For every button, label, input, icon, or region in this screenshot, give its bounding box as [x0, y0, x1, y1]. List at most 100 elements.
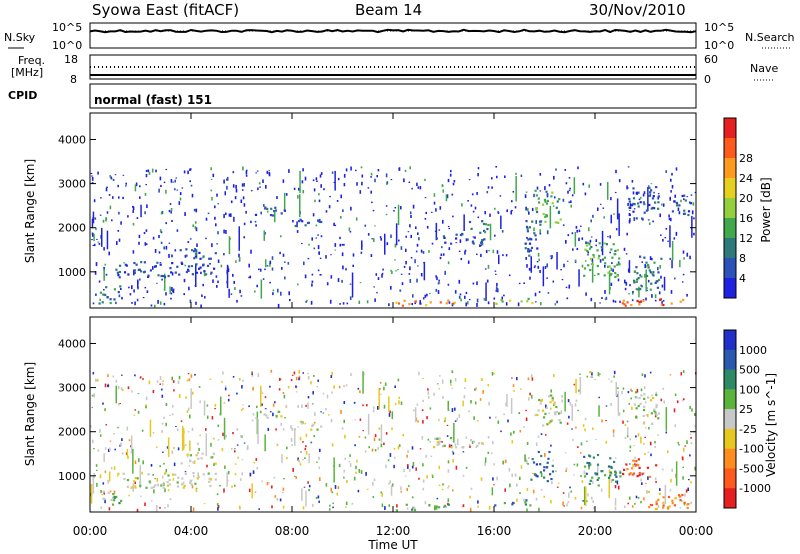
echo-cell: [534, 292, 537, 297]
echo-cell: [467, 262, 470, 264]
echo-cell: [408, 485, 410, 487]
echo-streak: [597, 465, 599, 477]
echo-streak: [205, 433, 207, 457]
sky-top-tick-left: 10^5: [52, 21, 82, 34]
echo-cell: [477, 500, 479, 504]
echo-cell: [385, 173, 388, 178]
echo-cell: [624, 279, 626, 284]
echo-region-cell: [588, 482, 591, 485]
echo-region-cell: [655, 406, 658, 409]
echo-cell: [196, 243, 198, 247]
echo-region-cell: [147, 275, 150, 278]
echo-cell: [225, 230, 227, 234]
echo-cell: [494, 234, 496, 237]
echo-cell: [610, 473, 613, 475]
echo-cell: [293, 475, 296, 477]
echo-region-cell: [280, 212, 283, 215]
echo-cell: [159, 383, 161, 385]
echo-cell: [245, 174, 248, 177]
echo-cell: [629, 284, 631, 287]
echo-region-cell: [535, 208, 538, 211]
echo-cell: [298, 187, 300, 191]
echo-streak: [294, 430, 296, 446]
echo-region-cell: [166, 484, 169, 487]
echo-cell: [422, 297, 425, 300]
echo-cell: [223, 214, 225, 219]
echo-streak: [447, 400, 449, 411]
echo-region-cell: [453, 301, 456, 304]
echo-region-cell: [539, 471, 542, 474]
echo-cell: [674, 393, 677, 396]
echo-region-cell: [266, 416, 269, 419]
echo-region-cell: [189, 460, 192, 463]
colorbar-tick-label: 24: [739, 172, 753, 185]
echo-cell: [160, 184, 162, 187]
echo-cell: [584, 428, 586, 432]
echo-region-cell: [642, 408, 646, 412]
echo-region-cell: [683, 501, 686, 504]
echo-cell: [462, 474, 465, 477]
echo-region-cell: [156, 261, 159, 264]
echo-cell: [493, 484, 495, 486]
echo-region-cell: [280, 415, 283, 418]
echo-region-cell: [537, 450, 540, 454]
echo-region-cell: [455, 233, 458, 236]
echo-cell: [341, 279, 343, 283]
echo-cell: [568, 284, 571, 288]
colorbar-segment: [724, 330, 736, 351]
echo-cell: [378, 438, 381, 441]
echo-cell: [144, 192, 147, 196]
echo-cell: [491, 452, 493, 455]
echo-cell: [284, 417, 286, 419]
echo-cell: [379, 381, 382, 384]
echo-streak: [384, 233, 386, 255]
echo-region-cell: [637, 191, 640, 194]
echo-region-cell: [635, 217, 638, 220]
echo-cell: [343, 183, 346, 187]
echo-cell: [371, 201, 373, 204]
echo-cell: [629, 210, 631, 211]
echo-region-cell: [643, 203, 646, 206]
echo-region-cell: [459, 233, 462, 237]
echo-cell: [645, 414, 648, 416]
echo-region-cell: [596, 249, 599, 252]
echo-cell: [546, 263, 548, 268]
echo-cell: [566, 297, 569, 300]
echo-cell: [118, 238, 121, 242]
echo-cell: [569, 402, 572, 406]
echo-region-cell: [209, 484, 212, 488]
echo-cell: [210, 442, 212, 447]
colorbar-tick-label: 500: [739, 364, 760, 377]
echo-region-cell: [207, 472, 210, 475]
cpid-strip: CPID normal (fast) 151: [8, 83, 697, 109]
echo-region-cell: [679, 300, 682, 303]
echo-cell: [184, 212, 186, 216]
echo-cell: [644, 374, 646, 378]
echo-cell: [319, 174, 322, 178]
x-tick-label: 04:00: [174, 524, 209, 538]
echo-cell: [328, 205, 331, 209]
power-data-cells: [90, 166, 697, 308]
echo-cell: [520, 174, 523, 177]
echo-region-cell: [169, 267, 172, 270]
echo-cell: [441, 184, 444, 187]
echo-region-cell: [583, 465, 587, 468]
echo-region-cell: [622, 299, 625, 302]
echo-region-cell: [531, 458, 534, 461]
echo-cell: [554, 196, 556, 199]
echo-cell: [654, 446, 656, 448]
echo-cell: [465, 466, 468, 469]
echo-cell: [345, 506, 347, 508]
echo-cell: [105, 187, 108, 192]
echo-cell: [403, 265, 406, 268]
echo-region-cell: [134, 486, 137, 489]
echo-cell: [431, 242, 434, 245]
echo-region-cell: [551, 399, 554, 402]
echo-cell: [327, 414, 330, 416]
echo-region-cell: [625, 463, 628, 466]
echo-streak: [617, 391, 620, 416]
echo-region-cell: [479, 231, 482, 234]
echo-region-cell: [559, 421, 562, 424]
echo-cell: [313, 421, 316, 424]
echo-cell: [313, 435, 316, 438]
